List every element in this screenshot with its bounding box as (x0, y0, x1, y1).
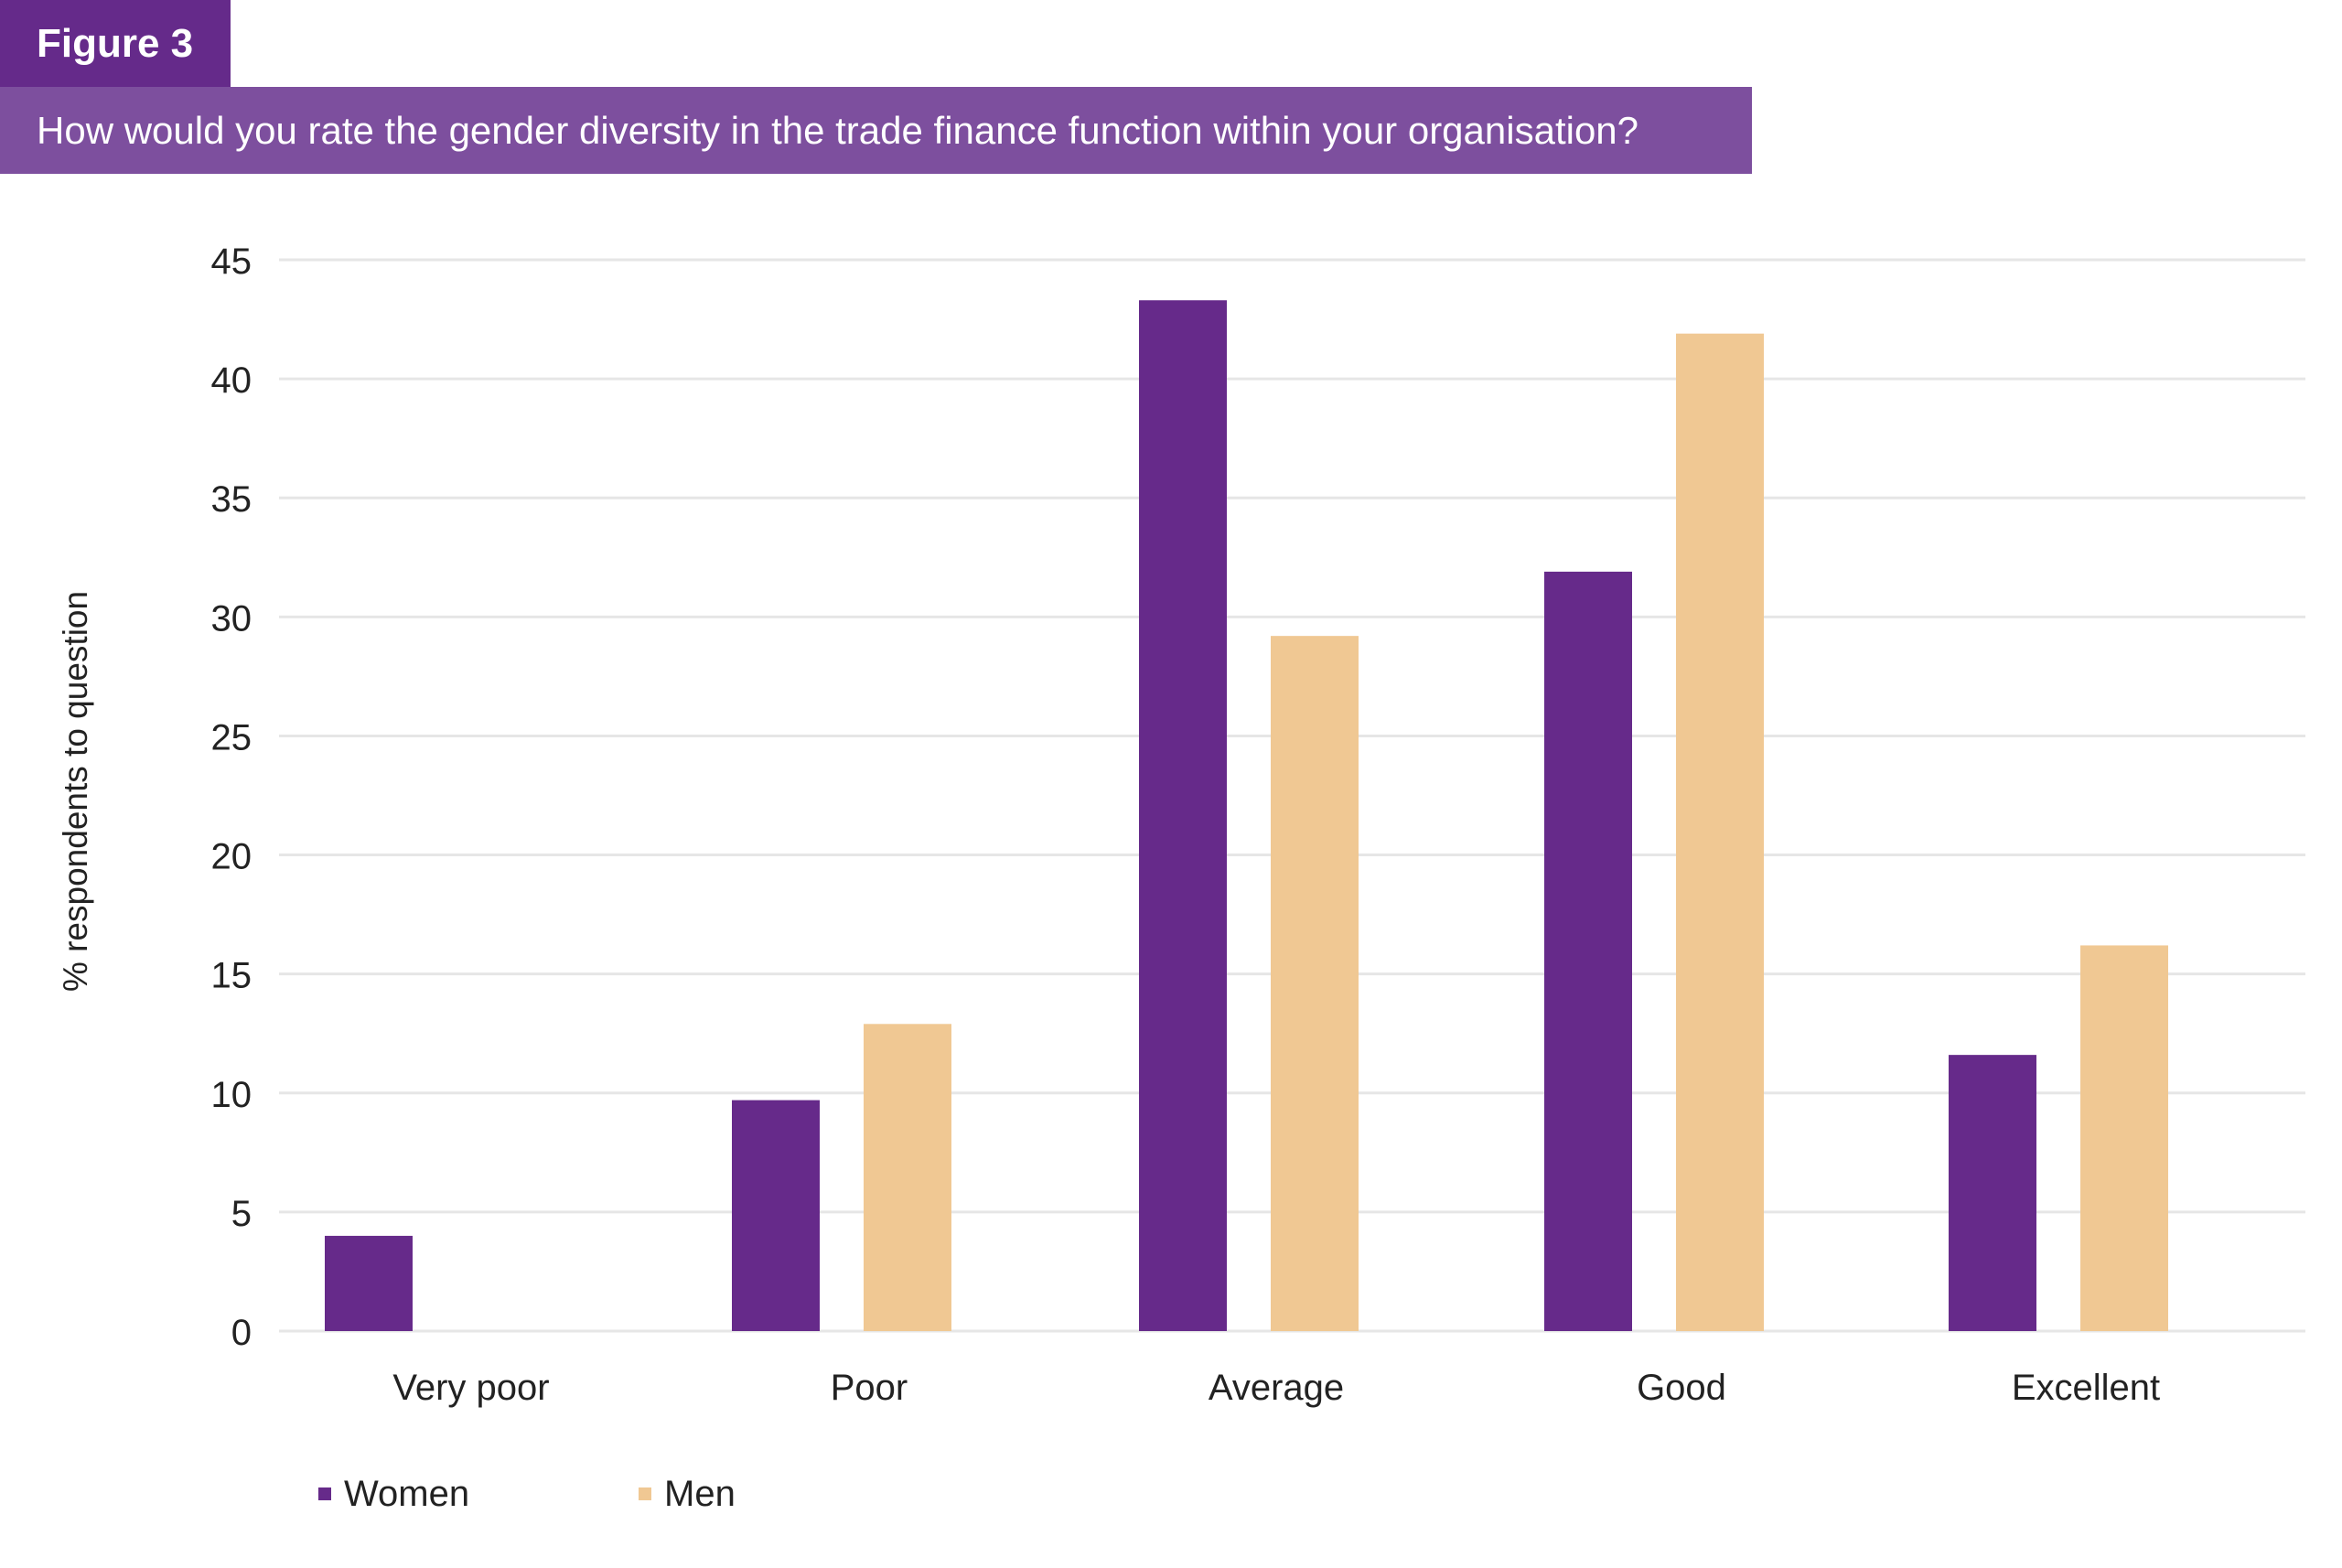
y-tick-label: 40 (211, 360, 252, 401)
bar-men-excellent (2080, 945, 2168, 1331)
figure-label: Figure 3 (0, 0, 231, 87)
bar-women-excellent (1949, 1055, 2036, 1331)
x-tick-label: Poor (831, 1368, 908, 1408)
y-tick-label: 0 (231, 1313, 252, 1353)
y-tick-label: 45 (211, 242, 252, 282)
legend-swatch-women (318, 1487, 331, 1500)
y-tick-label: 25 (211, 717, 252, 757)
bar-women-good (1544, 571, 1632, 1331)
y-tick-label: 20 (211, 837, 252, 877)
y-tick-label: 5 (231, 1194, 252, 1234)
x-axis-ticks: Very poor Poor Average Good Excellent (392, 1368, 2160, 1408)
x-tick-label: Excellent (2012, 1368, 2160, 1408)
y-tick-label: 35 (211, 479, 252, 520)
legend-label-men: Men (664, 1473, 736, 1514)
y-tick-label: 10 (211, 1075, 252, 1115)
x-tick-label: Average (1209, 1368, 1344, 1408)
bar-women-average (1139, 300, 1227, 1331)
y-tick-label: 30 (211, 598, 252, 639)
y-tick-label: 15 (211, 956, 252, 996)
bars (325, 300, 2168, 1331)
legend-item-women: Women (318, 1471, 469, 1517)
legend-swatch-men (639, 1487, 651, 1500)
bar-men-average (1271, 636, 1359, 1331)
bar-women-poor (732, 1100, 820, 1331)
legend-item-men: Men (639, 1471, 736, 1517)
x-tick-label: Good (1637, 1368, 1726, 1408)
y-axis-ticks: 0 5 10 15 20 25 30 35 40 45 (211, 242, 252, 1353)
x-tick-label: Very poor (392, 1368, 549, 1408)
y-axis-label: % respondents to question (57, 591, 94, 992)
bar-women-very-poor (325, 1235, 413, 1331)
bar-men-good (1676, 333, 1764, 1331)
bar-men-poor (864, 1024, 951, 1331)
chart-question-title: How would you rate the gender diversity … (0, 87, 1752, 174)
legend-label-women: Women (344, 1473, 470, 1514)
